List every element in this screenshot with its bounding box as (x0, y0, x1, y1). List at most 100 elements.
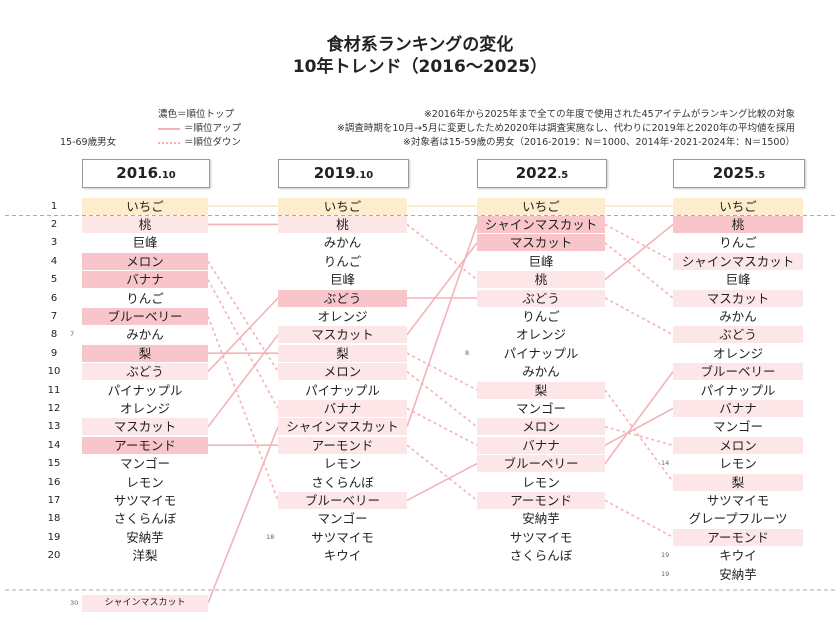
ranking-item: いちご (673, 197, 803, 215)
ranking-item: シャインマスカット (673, 252, 803, 270)
rank-number: 12 (47, 402, 61, 414)
rank-up-line (604, 407, 674, 446)
ranking-item: サツマイモ (113, 492, 177, 508)
legend-up-label: ＝順位アップ (184, 123, 242, 134)
title-line1: 食材系ランキングの変化 (326, 35, 514, 55)
ranking-item: 巨峰 (528, 253, 554, 269)
rank-number: 2 (50, 218, 58, 230)
ranking-item: オレンジ (712, 345, 763, 361)
ranking-item: マンゴー (317, 511, 368, 527)
ranking-item: いちご (278, 197, 407, 215)
column-header-2019: 2019.10 (278, 159, 409, 188)
ranking-item: 桃 (278, 215, 407, 233)
ranking-item: オレンジ (317, 308, 368, 324)
solid-line-sample (158, 127, 180, 130)
ranking-item: りんご (323, 253, 362, 269)
ranking-item: 桃 (477, 271, 605, 289)
ranking-item: ブルーベリー (477, 455, 605, 473)
rank-up-line (604, 371, 674, 465)
ranking-item: さくらんぼ (509, 548, 573, 564)
rank-note: 18 (266, 532, 275, 541)
rank-down-line (604, 499, 674, 538)
ranking-item: レモン (126, 474, 164, 490)
ranking-item: シャインマスカット (477, 215, 605, 233)
ranking-item: ブルーベリー (673, 363, 803, 381)
rank-number: 19 (47, 531, 61, 543)
rank-number: 8 (50, 329, 58, 341)
target-label: 15-69歳男女 (60, 137, 117, 148)
ranking-item: アーモンド (477, 491, 605, 509)
rank-up-line (207, 334, 279, 428)
header-year: 2025 (712, 164, 755, 182)
rank-up-line (604, 223, 674, 281)
legend-top: 濃色＝順位トップ (158, 109, 235, 120)
ranking-item: 桃 (82, 215, 208, 233)
rank-down-line (604, 242, 674, 299)
ranking-item: サツマイモ (509, 529, 573, 545)
ranking-item: 巨峰 (132, 235, 158, 251)
rank-up-line (207, 426, 279, 604)
ranking-item: りんご (719, 235, 757, 251)
rank-down-line (406, 352, 478, 391)
ranking-item: オレンジ (119, 400, 170, 416)
rank-note: 8 (465, 348, 470, 357)
ranking-item: シャインマスカット (82, 594, 208, 612)
ranking-item: ぶどう (673, 326, 803, 344)
ranking-item: ぶどう (477, 289, 605, 307)
ranking-item: 梨 (82, 344, 208, 362)
rank-number: 20 (47, 550, 61, 562)
ranking-item: 洋梨 (132, 548, 158, 564)
ranking-item: みかん (522, 364, 560, 380)
ranking-item: メロン (673, 436, 803, 454)
rank-number: 1 (50, 200, 58, 212)
column-header-2025: 2025.5 (673, 159, 805, 188)
ranking-item: マンゴー (712, 419, 763, 435)
ranking-item: 梨 (477, 381, 605, 399)
header-month: .5 (557, 170, 569, 181)
ranking-item: 梨 (673, 473, 803, 491)
rank-number: 18 (47, 513, 61, 525)
ranking-item: グレープフルーツ (688, 511, 788, 527)
ranking-item: りんご (522, 308, 560, 324)
rank-down-line (207, 260, 279, 373)
ranking-item: さくらんぼ (311, 474, 374, 490)
legend-up: ＝順位アップ (158, 120, 241, 134)
ranking-item: 桃 (673, 215, 803, 233)
header-month: .5 (754, 170, 766, 181)
ranking-item: マンゴー (515, 400, 566, 416)
rank-down-line (604, 426, 674, 446)
rank-down-line (406, 444, 478, 502)
ranking-item: いちご (82, 197, 208, 215)
rank-note: 14 (661, 459, 670, 468)
legend-down: ＝順位ダウン (158, 134, 241, 148)
rank-number: 6 (50, 292, 58, 304)
ranking-item: 安納芋 (522, 511, 560, 527)
rank-down-line (406, 407, 478, 446)
ranking-item: レモン (323, 456, 362, 472)
rank-down-line (207, 316, 279, 501)
ranking-item: シャインマスカット (278, 418, 407, 436)
ranking-item: オレンジ (515, 327, 566, 343)
ranking-item: レモン (719, 456, 757, 472)
rank-number: 10 (47, 366, 61, 378)
rank-number: 13 (47, 421, 61, 433)
ranking-item: 安納芋 (719, 566, 757, 582)
rank-number: 14 (47, 439, 61, 451)
header-month: .10 (158, 170, 176, 181)
rank-down-line (406, 223, 478, 281)
ranking-item: さくらんぼ (113, 511, 177, 527)
column-header-2016: 2016.10 (82, 159, 210, 188)
ranking-item: ブルーベリー (82, 307, 208, 325)
header-year: 2019 (313, 164, 356, 182)
legend-down-label: ＝順位ダウン (184, 137, 242, 148)
ranking-item: マスカット (477, 234, 605, 252)
rank-number: 9 (50, 347, 58, 359)
ranking-item: 巨峰 (725, 272, 751, 288)
ranking-item: マスカット (82, 418, 208, 436)
ranking-item: マンゴー (119, 456, 170, 472)
title-line2: 10年トレンド（2016〜2025） (292, 57, 548, 77)
ranking-item: 巨峰 (329, 272, 355, 288)
rank-down-line (207, 279, 279, 409)
ranking-item: メロン (82, 252, 208, 270)
